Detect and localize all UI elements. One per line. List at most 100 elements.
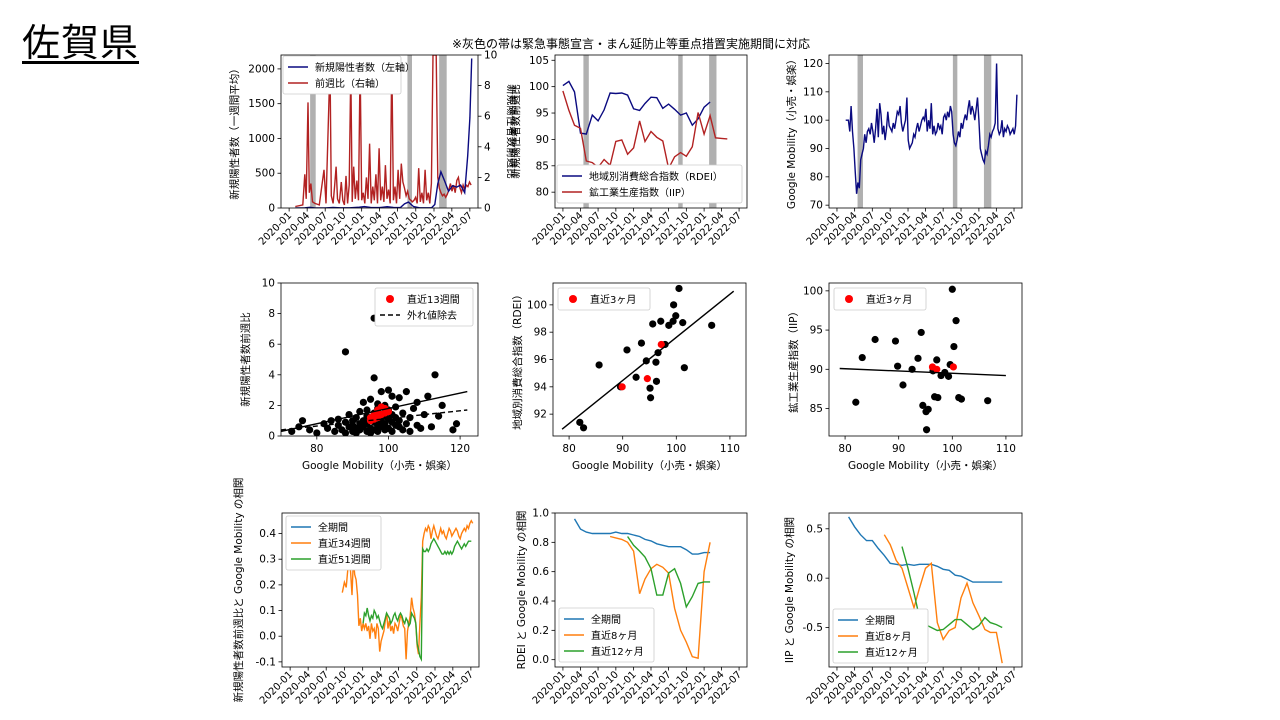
scatter-cases-point <box>395 417 403 425</box>
rdei-iip-series-line-0 <box>562 80 711 135</box>
scatter-rdei-xlabel: Google Mobility（小売・娯楽） <box>572 459 727 472</box>
scatter-rdei-highlight-point <box>618 383 626 391</box>
corr-cases-ytick-label: 0.0 <box>259 631 276 643</box>
scatter-iip-point <box>858 353 866 362</box>
scatter-iip-point <box>894 362 902 370</box>
cases-legend-label: 新規陽性者数（左軸） <box>315 61 415 74</box>
scatter-rdei-point <box>632 373 640 381</box>
scatter-iip-ytick-label: 90 <box>810 364 823 376</box>
scatter-iip-point <box>919 401 927 409</box>
scatter-cases-ytick-label: 4 <box>268 369 275 381</box>
corr-cases-ytick-label: 0.3 <box>259 554 276 566</box>
scatter-rdei-xtick-label: 90 <box>616 443 629 455</box>
corr-iip-ytick-label: 0.0 <box>806 573 823 585</box>
scatter-iip-point <box>934 393 942 402</box>
scatter-cases-point <box>435 412 443 420</box>
rdei-iip-ytick-label: 85 <box>536 160 549 172</box>
scatter-rdei-highlight-point <box>657 340 665 349</box>
cases-ytick-label: 2000 <box>248 63 275 75</box>
scatter-cases-fit-line <box>281 390 468 433</box>
rdei-iip-ytick-label: 105 <box>529 55 549 67</box>
corr-rdei-ylabel: RDEI と Google Mobility の相関 <box>515 511 528 670</box>
scatter-rdei-ylabel: 地域別消費総合指数（RDEI） <box>511 289 524 430</box>
scatter-cases-point <box>406 427 414 436</box>
scatter-cases-ytick-label: 10 <box>262 278 275 290</box>
scatter-rdei-point <box>680 364 688 372</box>
scatter-iip-frame <box>828 282 1023 437</box>
cases-ytick-label: 0 <box>268 203 275 215</box>
scatter-iip-point <box>933 356 941 364</box>
scatter-rdei-point <box>595 361 603 369</box>
cases-shade-band <box>439 55 447 208</box>
rdei-iip-ytick-label: 80 <box>536 187 549 199</box>
corr-rdei-legend-label: 全期間 <box>591 613 621 626</box>
scatter-rdei-point <box>708 321 716 329</box>
scatter-cases-point <box>402 420 410 428</box>
scatter-cases-point <box>449 426 457 434</box>
scatter-iip-xlabel: Google Mobility（小売・娯楽） <box>848 459 1003 472</box>
mobility-ytick-label: 80 <box>810 171 823 183</box>
scatter-iip-xtick-label: 90 <box>892 443 905 455</box>
scatter-rdei-xtick-label: 80 <box>562 443 575 455</box>
scatter-cases-point <box>370 374 378 382</box>
scatter-cases-legend-box <box>374 287 474 327</box>
cases-cases-line <box>295 58 473 208</box>
corr-rdei-ytick-label: 0.8 <box>532 537 549 549</box>
scatter-cases-xlabel: Google Mobility（小売・娯楽） <box>302 459 457 472</box>
scatter-iip-fit-line <box>839 367 1006 377</box>
scatter-rdei-legend-label: 直近3ヶ月 <box>590 293 636 306</box>
scatter-cases-point <box>427 423 436 431</box>
mobility-ytick-label: 100 <box>803 115 823 127</box>
corr-iip-legend-label: 直近12ヶ月 <box>865 646 918 659</box>
corr-rdei-legend-box <box>558 607 655 663</box>
scatter-cases-frame <box>280 282 479 437</box>
scatter-iip-point <box>950 342 958 351</box>
corr-rdei-series-line-2 <box>627 536 711 609</box>
scatter-iip-highlight-point <box>949 363 957 371</box>
mobility-ytick-label: 120 <box>803 58 823 70</box>
scatter-cases-point <box>356 407 364 416</box>
scatter-cases-point <box>388 427 396 436</box>
scatter-rdei-xtick-label: 100 <box>666 443 686 455</box>
scatter-rdei-point <box>646 394 655 402</box>
corr-rdei-ytick-label: 1.0 <box>532 508 549 520</box>
rdei-iip-shade-band <box>709 55 717 208</box>
corr-rdei-ytick-label: 0.0 <box>532 654 549 666</box>
scatter-cases-ytick-label: 0 <box>268 431 275 443</box>
corr-rdei-legend-label: 直近12ヶ月 <box>591 645 644 658</box>
scatter-cases-point <box>402 388 410 396</box>
scatter-rdei-ytick-label: 92 <box>534 409 547 421</box>
cases-ylabel: 新規陽性者数（一週間平均） <box>228 63 241 200</box>
scatter-cases-point <box>406 414 414 422</box>
scatter-cases-ytick-label: 6 <box>268 339 275 351</box>
scatter-cases-point <box>388 392 396 400</box>
corr-cases-ylabel: 新規陽性者数前週比と Google Mobility の相関 <box>232 478 245 703</box>
scatter-iip-point <box>871 335 879 344</box>
scatter-rdei-legend-marker <box>569 295 577 303</box>
corr-iip-legend-label: 全期間 <box>865 614 895 627</box>
scatter-rdei-highlight-point <box>643 375 651 383</box>
scatter-cases-point <box>417 424 425 432</box>
scatter-iip-point <box>914 354 922 362</box>
scatter-rdei-point <box>646 384 654 392</box>
scatter-rdei-xtick-label: 110 <box>720 443 740 455</box>
scatter-cases-point <box>452 420 461 428</box>
cases-shade-band <box>310 55 316 208</box>
scatter-cases-point <box>323 424 332 432</box>
scatter-rdei-point <box>579 424 588 432</box>
scatter-cases-point <box>313 429 321 436</box>
corr-iip-series-line-0 <box>848 516 1003 583</box>
scatter-rdei-point <box>652 358 660 366</box>
scatter-iip-ytick-label: 100 <box>803 285 823 297</box>
cases-right-ytick-label: 10 <box>484 50 497 62</box>
scatter-rdei-point <box>675 284 683 293</box>
scatter-iip-legend-box <box>833 287 927 311</box>
shading-note: ※灰色の帯は緊急事態宣言・まん延防止等重点措置実施期間に対応 <box>452 37 811 51</box>
cases-right-ytick-label: 4 <box>484 141 491 153</box>
rdei-iip-legend-box <box>556 164 743 204</box>
scatter-cases-point <box>395 394 403 402</box>
scatter-iip-ytick-label: 95 <box>810 325 823 337</box>
scatter-cases-legend-label: 外れ値除去 <box>407 309 457 322</box>
scatter-cases-highlight-point <box>384 407 393 416</box>
